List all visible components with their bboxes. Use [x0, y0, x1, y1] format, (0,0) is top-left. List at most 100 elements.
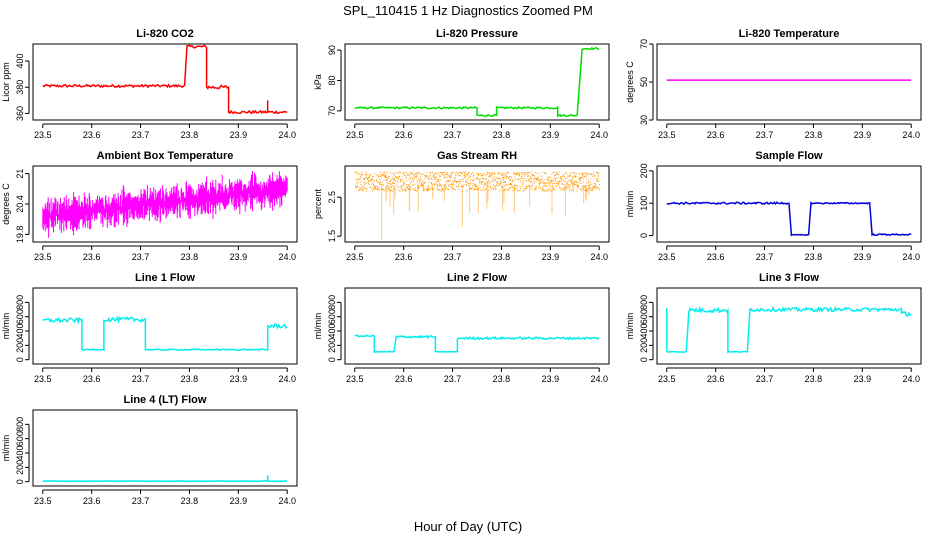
- y-tick-label: 600: [639, 309, 649, 324]
- y-tick-label: 200: [639, 163, 649, 178]
- x-tick-label: 23.7: [132, 496, 150, 506]
- series-line: [667, 308, 911, 353]
- x-tick-label: 23.8: [493, 374, 511, 384]
- x-tick-label: 23.6: [83, 130, 101, 140]
- x-tick-label: 23.5: [34, 252, 52, 262]
- panel-ylabel: kPa: [313, 74, 323, 90]
- y-tick-label: 2.5: [327, 191, 337, 204]
- y-tick-label: 21: [15, 169, 25, 179]
- y-tick-label: 200: [327, 338, 337, 353]
- series: [355, 335, 599, 352]
- panel-ylabel: ml/min: [625, 191, 635, 218]
- plot-frame: [657, 44, 921, 120]
- x-tick-label: 23.6: [707, 374, 725, 384]
- x-tick-label: 23.7: [132, 374, 150, 384]
- panel-title: Gas Stream RH: [437, 150, 517, 162]
- x-tick-label: 23.8: [181, 496, 199, 506]
- x-tick-label: 23.9: [542, 374, 560, 384]
- x-tick-label: 24.0: [278, 130, 296, 140]
- x-tick-label: 23.7: [756, 130, 774, 140]
- panel-ylabel: ml/min: [313, 313, 323, 340]
- x-tick-label: 24.0: [590, 374, 608, 384]
- y-tick-label: 100: [639, 196, 649, 211]
- x-tick-label: 23.7: [756, 374, 774, 384]
- x-tick-label: 24.0: [278, 252, 296, 262]
- panel-ylabel: percent: [313, 188, 323, 219]
- x-tick-label: 23.9: [230, 374, 248, 384]
- x-tick-label: 23.9: [230, 496, 248, 506]
- x-tick-label: 23.8: [181, 374, 199, 384]
- y-tick-label: 19.8: [15, 226, 25, 244]
- y-tick-label: 80: [327, 75, 337, 85]
- series: [667, 202, 911, 235]
- panel-title: Line 3 Flow: [759, 272, 819, 284]
- x-tick-label: 24.0: [902, 130, 920, 140]
- y-tick-label: 800: [639, 295, 649, 310]
- x-tick-label: 23.6: [83, 374, 101, 384]
- x-tick-label: 23.5: [346, 130, 364, 140]
- y-tick-label: 1.5: [327, 230, 337, 243]
- series-line: [43, 317, 287, 350]
- panel-ylabel: ml/min: [625, 313, 635, 340]
- series-line: [667, 202, 911, 235]
- series-trace: [43, 171, 287, 238]
- y-tick-label: 0: [15, 357, 25, 362]
- plot-frame: [33, 288, 297, 364]
- x-tick-label: 23.6: [707, 130, 725, 140]
- x-tick-label: 23.7: [444, 252, 462, 262]
- x-tick-label: 23.5: [34, 496, 52, 506]
- y-tick-label: 90: [327, 45, 337, 55]
- y-tick-label: 0: [327, 357, 337, 362]
- series: [355, 48, 599, 117]
- x-tick-label: 23.5: [658, 374, 676, 384]
- x-tick-label: 23.7: [444, 374, 462, 384]
- x-tick-label: 23.8: [181, 130, 199, 140]
- panel-ylabel: degrees C: [1, 183, 11, 225]
- y-tick-label: 800: [15, 417, 25, 432]
- panel-title: Line 4 (LT) Flow: [124, 394, 207, 406]
- x-tick-label: 23.9: [230, 252, 248, 262]
- x-tick-label: 23.8: [805, 130, 823, 140]
- x-tick-label: 23.5: [658, 130, 676, 140]
- y-tick-label: 200: [15, 460, 25, 475]
- y-tick-label: 200: [15, 338, 25, 353]
- x-tick-label: 23.6: [395, 374, 413, 384]
- y-tick-label: 400: [15, 446, 25, 461]
- series-points: [355, 172, 600, 240]
- series: [355, 172, 600, 240]
- y-tick-label: 50: [639, 77, 649, 87]
- y-tick-label: 800: [327, 295, 337, 310]
- x-tick-label: 23.5: [346, 374, 364, 384]
- x-tick-label: 23.6: [395, 130, 413, 140]
- plot-frame: [345, 288, 609, 364]
- y-tick-label: 20.4: [15, 195, 25, 213]
- plot-frame: [33, 410, 297, 486]
- series: [43, 45, 287, 113]
- series-line: [355, 48, 599, 117]
- figure-xlabel: Hour of Day (UTC): [414, 519, 522, 534]
- y-tick-label: 800: [15, 295, 25, 310]
- series: [43, 317, 287, 350]
- y-tick-label: 30: [639, 115, 649, 125]
- y-tick-label: 70: [327, 106, 337, 116]
- y-tick-label: 380: [15, 80, 25, 95]
- x-tick-label: 24.0: [278, 374, 296, 384]
- x-tick-label: 24.0: [590, 252, 608, 262]
- y-tick-label: 600: [15, 309, 25, 324]
- x-tick-label: 23.6: [83, 252, 101, 262]
- panel-ylabel: ml/min: [1, 313, 11, 340]
- x-tick-label: 24.0: [902, 374, 920, 384]
- y-tick-label: 400: [327, 324, 337, 339]
- y-tick-label: 70: [639, 39, 649, 49]
- panel-title: Li-820 Pressure: [436, 28, 518, 40]
- x-tick-label: 24.0: [902, 252, 920, 262]
- x-tick-label: 23.9: [854, 374, 872, 384]
- series: [43, 171, 287, 238]
- x-tick-label: 23.8: [493, 252, 511, 262]
